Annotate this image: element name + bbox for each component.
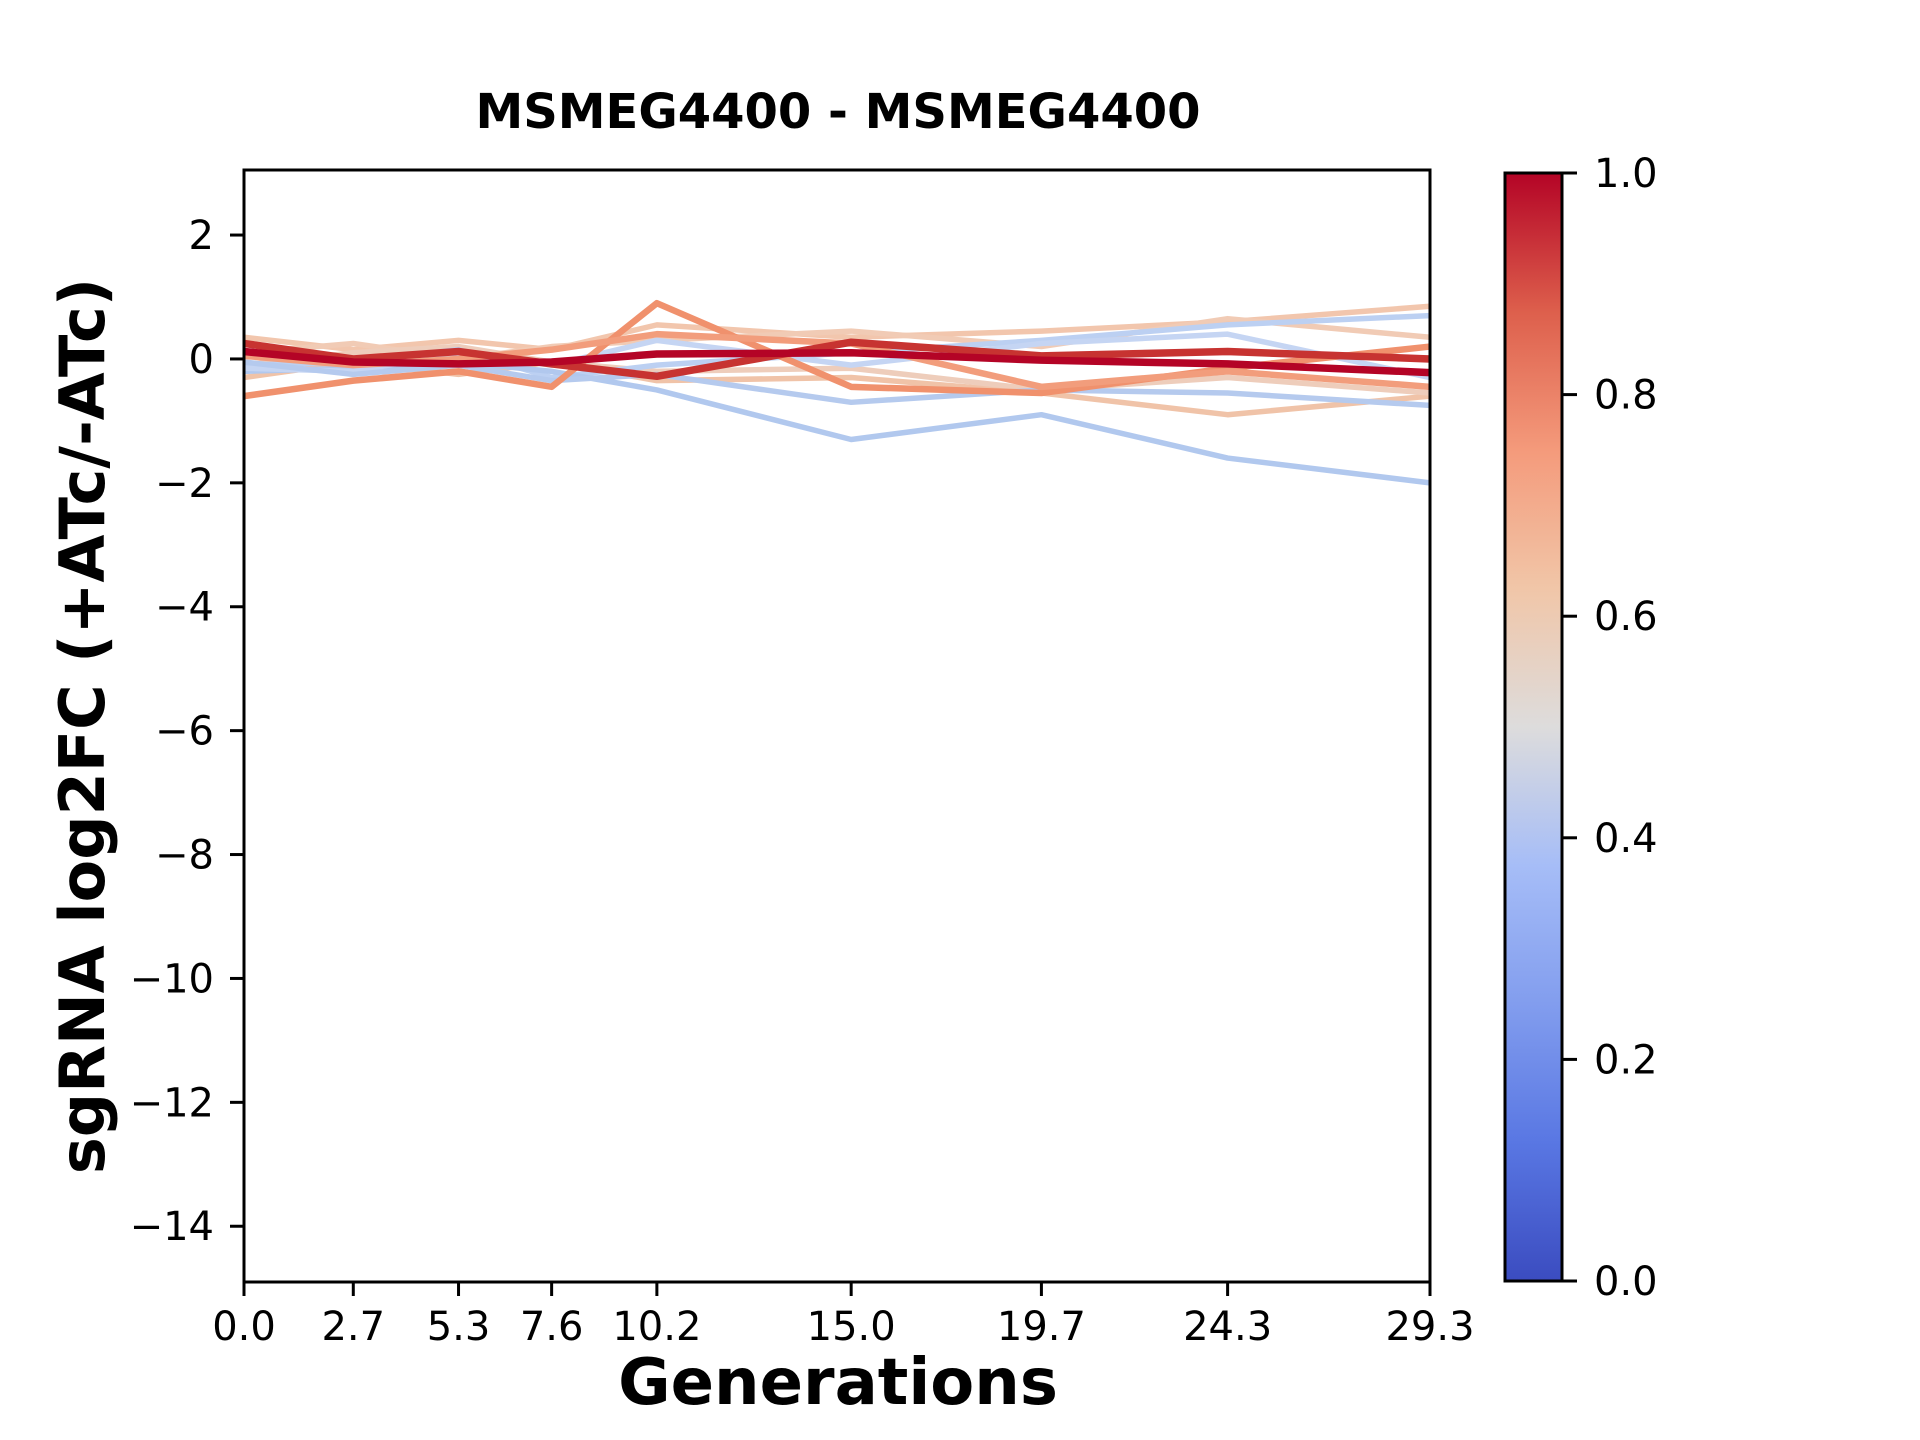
colorbar-ticks: 1.0 0.8 0.6 0.4 0.2 0.0: [1562, 151, 1658, 1305]
x-tick-label: 15.0: [807, 1304, 896, 1350]
x-tick-label: 19.7: [997, 1304, 1086, 1350]
y-tick-label: 0: [189, 337, 214, 383]
colorbar-tick-label: 0.0: [1594, 1259, 1658, 1305]
x-tick-label: 10.2: [612, 1304, 701, 1350]
y-tick-label: −2: [155, 461, 214, 507]
x-tick-label: 2.7: [321, 1304, 385, 1350]
colorbar-tick-label: 0.6: [1594, 594, 1658, 640]
x-axis-label: Generations: [618, 1346, 1058, 1420]
x-axis-ticks: 0.0 2.7 5.3 7.6 10.2 15.0 19.7 24.3 29.3: [212, 1282, 1475, 1350]
chart-title: MSMEG4400 - MSMEG4400: [475, 84, 1201, 140]
x-tick-label: 0.0: [212, 1304, 276, 1350]
y-axis-ticks: 2 0 −2 −4 −6 −8 −10 −12 −14: [130, 213, 244, 1250]
y-tick-label: −4: [155, 585, 214, 631]
colorbar-tick-label: 1.0: [1594, 151, 1658, 197]
colorbar-gradient: [1503, 171, 1564, 1283]
y-tick-label: 2: [189, 213, 214, 259]
colorbar-tick-label: 0.8: [1594, 373, 1658, 419]
y-tick-label: −14: [130, 1204, 214, 1250]
x-tick-label: 24.3: [1183, 1304, 1272, 1350]
y-tick-label: −10: [130, 956, 214, 1002]
series-line-11: [243, 338, 1431, 381]
data-lines: [243, 299, 1431, 486]
y-tick-label: −6: [155, 709, 214, 755]
y-tick-label: −8: [155, 833, 214, 879]
y-axis-label: sgRNA log2FC (+ATc/-ATc): [46, 277, 119, 1175]
colorbar-tick-label: 0.4: [1594, 816, 1658, 862]
series-line-04: [243, 343, 1431, 396]
colorbar-tick-label: 0.2: [1594, 1037, 1658, 1083]
y-tick-label: −12: [130, 1080, 214, 1126]
x-tick-label: 5.3: [427, 1304, 491, 1350]
series-line-12: [243, 347, 1431, 377]
x-tick-label: 29.3: [1385, 1304, 1474, 1350]
axes-spines: [242, 168, 1432, 1284]
x-tick-label: 7.6: [520, 1304, 584, 1350]
